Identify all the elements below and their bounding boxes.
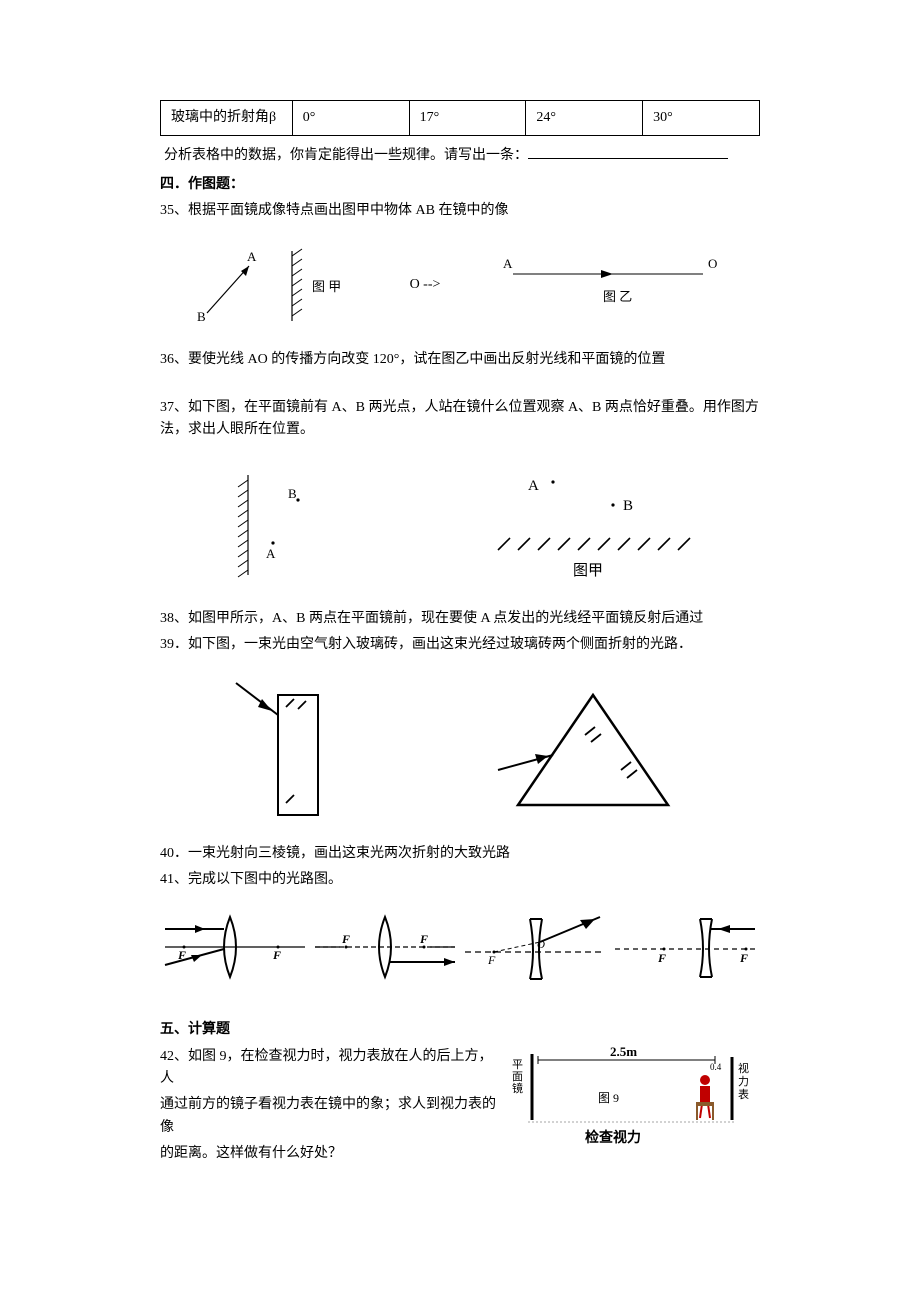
lens-convex-1: F F (160, 907, 310, 987)
q35-text: 35、根据平面镜成像特点画出图甲中物体 AB 在镜中的像 (160, 200, 760, 222)
svg-text:F: F (487, 953, 496, 967)
fig42: 平 面 镜 2.5m 0.4 视 力 表 图 9 检查视力 (510, 1042, 760, 1152)
fig39-block (228, 675, 358, 825)
fig37-left: B A (218, 465, 358, 585)
fig35-jia: A B 图 甲 (187, 241, 357, 331)
person-icon (696, 1075, 714, 1120)
caption-yi: 图 乙 (603, 289, 632, 304)
distance-label: 2.5m (610, 1044, 637, 1059)
chart-label: 视 (738, 1061, 749, 1075)
q42-line1: 42、如图 9，在检查视力时，视力表放在人的后上方，人 (160, 1046, 500, 1091)
label-A2: A (503, 256, 513, 271)
svg-text:F: F (272, 948, 281, 962)
label-A-right: A (528, 478, 539, 494)
mirror-label: 平 (512, 1059, 523, 1071)
bottom-label: 检查视力 (585, 1129, 641, 1146)
q36-text: 36、要使光线 AO 的传播方向改变 120°，试在图乙中画出反射光线和平面镜的… (160, 349, 760, 371)
fig35-row: A B 图 甲 O --> A O 图 乙 (160, 241, 760, 331)
svg-text:F: F (419, 932, 428, 946)
q37-text: 37、如下图，在平面镜前有 A、B 两光点，人站在镜什么位置观察 A、B 两点恰… (160, 397, 760, 442)
q39-text: 39．如下图，一束光由空气射入玻璃砖，画出这束光经过玻璃砖两个侧面折射的光路． (160, 634, 760, 656)
fig39-prism (493, 680, 693, 820)
q40-text: 40．一束光射向三棱镜，画出这束光两次折射的大致光路 (160, 843, 760, 865)
label-A-left: A (266, 546, 276, 561)
person-dist: 0.4 (710, 1062, 722, 1072)
refraction-table: 玻璃中的折射角β 0° 17° 24° 30° (160, 100, 760, 136)
section5-title: 五、计算题 (160, 1019, 760, 1041)
lens-convex-2: F F (310, 907, 460, 987)
fig35-yi: A O 图 乙 (493, 246, 733, 326)
fig37-right: A B 图甲 (473, 460, 703, 590)
label-B-right: B (623, 498, 633, 514)
q42-line3: 的距离。这样做有什么好处？ (160, 1143, 500, 1165)
svg-text:F: F (657, 951, 666, 965)
label-O: O (708, 256, 717, 271)
q41-text: 41、完成以下图中的光路图。 (160, 869, 760, 891)
caption-jia: 图 甲 (312, 279, 341, 294)
lens-concave-2: F F (610, 907, 760, 987)
table-row-label: 玻璃中的折射角β (161, 101, 293, 136)
svg-text:表: 表 (738, 1087, 749, 1101)
table-cell: 0° (292, 101, 409, 136)
svg-text:F: F (739, 951, 748, 965)
svg-text:面: 面 (512, 1071, 523, 1083)
table-cell: 24° (526, 101, 643, 136)
analysis-prompt: 分析表格中的数据，你肯定能得出一些规律。请写出一条： (164, 144, 760, 167)
lens-concave-1: F O (460, 907, 610, 987)
table-cell: 30° (643, 101, 760, 136)
table-cell: 17° (409, 101, 526, 136)
svg-text:镜: 镜 (512, 1081, 523, 1095)
fig41-row: F F F F F O (160, 907, 760, 987)
q42-block: 42、如图 9，在检查视力时，视力表放在人的后上方，人 通过前方的镜子看视力表在… (160, 1042, 760, 1170)
svg-text:F: F (341, 932, 350, 946)
q38-text: 38、如图甲所示，A、B 两点在平面镜前，现在要使 A 点发出的光线经平面镜反射… (160, 608, 760, 630)
label-A: A (247, 249, 257, 264)
fig-label: 图 9 (598, 1091, 619, 1105)
q42-line2: 通过前方的镜子看视力表在镜中的象；求人到视力表的像 (160, 1094, 500, 1139)
label-B-left: B (288, 486, 297, 501)
label-B: B (197, 309, 206, 324)
fig39-row (160, 675, 760, 825)
svg-text:力: 力 (738, 1075, 749, 1088)
fig37-row: B A A B 图甲 (160, 460, 760, 590)
section4-title: 四．作图题： (160, 174, 760, 196)
caption-right: 图甲 (573, 562, 603, 579)
